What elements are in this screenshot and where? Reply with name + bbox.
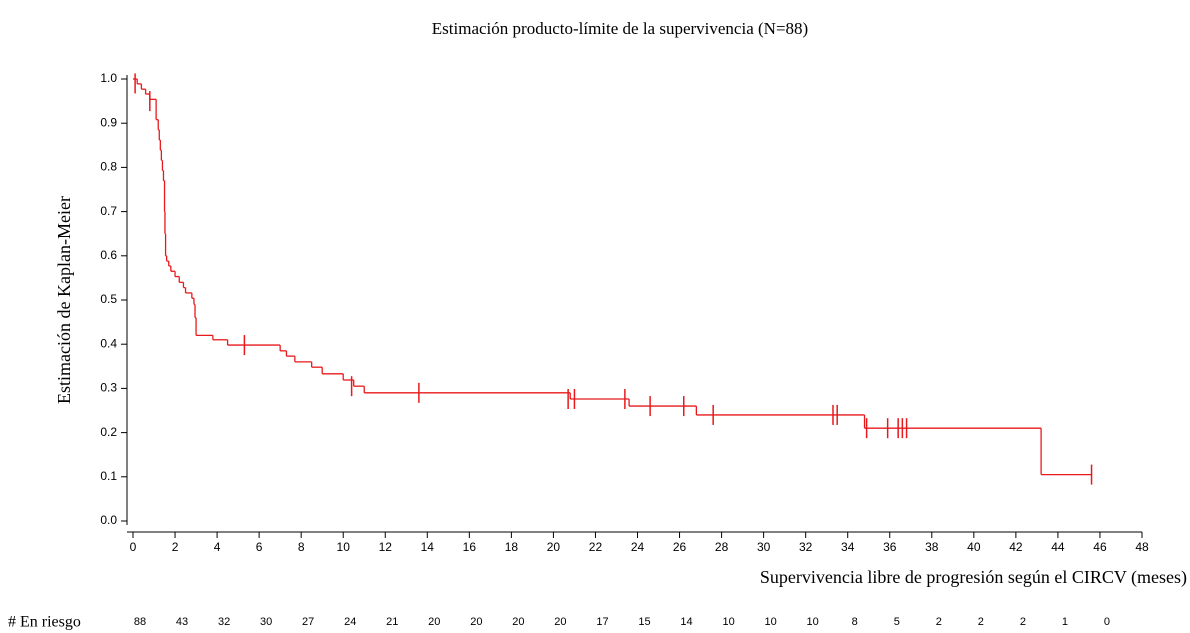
at-risk-count: 20 [428, 616, 440, 628]
at-risk-count: 24 [344, 616, 356, 628]
y-tick-label: 0.0 [100, 513, 117, 527]
at-risk-count: 20 [512, 616, 524, 628]
at-risk-count: 14 [680, 616, 692, 628]
x-tick-label: 46 [1093, 540, 1107, 554]
x-tick-label: 44 [1051, 540, 1065, 554]
x-tick-label: 8 [298, 540, 305, 554]
at-risk-count: 8 [852, 616, 858, 628]
at-risk-count: 15 [638, 616, 650, 628]
at-risk-count: 27 [302, 616, 314, 628]
at-risk-count: 0 [1104, 616, 1110, 628]
at-risk-count: 10 [807, 616, 819, 628]
x-tick-label: 10 [337, 540, 351, 554]
at-risk-count: 10 [722, 616, 734, 628]
at-risk-count: 20 [554, 616, 566, 628]
x-tick-label: 48 [1135, 540, 1149, 554]
x-tick-label: 12 [379, 540, 393, 554]
at-risk-count: 30 [260, 616, 272, 628]
at-risk-count: 32 [218, 616, 230, 628]
x-tick-label: 40 [967, 540, 981, 554]
y-tick-label: 0.8 [100, 160, 117, 174]
x-tick-label: 22 [589, 540, 603, 554]
y-tick-label: 0.4 [100, 336, 117, 350]
y-tick-label: 0.7 [100, 204, 117, 218]
y-axis-label: Estimación de Kaplan-Meier [54, 196, 74, 404]
x-tick-label: 28 [715, 540, 729, 554]
x-tick-label: 2 [172, 540, 179, 554]
x-tick-label: 26 [673, 540, 687, 554]
at-risk-count: 2 [936, 616, 942, 628]
x-tick-label: 24 [631, 540, 645, 554]
x-tick-label: 30 [757, 540, 771, 554]
x-tick-label: 16 [463, 540, 477, 554]
at-risk-count: 10 [765, 616, 777, 628]
x-tick-label: 6 [256, 540, 263, 554]
y-tick-label: 0.9 [100, 115, 117, 129]
y-tick-label: 0.3 [100, 381, 117, 395]
at-risk-count: 17 [596, 616, 608, 628]
x-tick-label: 20 [547, 540, 561, 554]
at-risk-count: 20 [470, 616, 482, 628]
y-tick-label: 0.2 [100, 425, 117, 439]
at-risk-count: 5 [894, 616, 900, 628]
at-risk-count: 43 [176, 616, 188, 628]
at-risk-count: 2 [978, 616, 984, 628]
at-risk-count: 88 [134, 616, 146, 628]
x-tick-label: 18 [505, 540, 519, 554]
x-tick-label: 14 [421, 540, 435, 554]
at-risk-count: 21 [386, 616, 398, 628]
chart-title: Estimación producto-límite de la supervi… [432, 19, 808, 38]
y-tick-label: 0.1 [100, 469, 117, 483]
y-tick-label: 0.5 [100, 292, 117, 306]
x-tick-label: 36 [883, 540, 897, 554]
x-tick-label: 42 [1009, 540, 1023, 554]
at-risk-count: 2 [1020, 616, 1026, 628]
x-tick-label: 32 [799, 540, 813, 554]
y-tick-label: 0.6 [100, 248, 117, 262]
x-tick-label: 34 [841, 540, 855, 554]
x-tick-label: 0 [130, 540, 137, 554]
at-risk-label: # En riesgo [8, 614, 81, 631]
x-tick-label: 38 [925, 540, 939, 554]
y-tick-label: 1.0 [100, 71, 117, 85]
at-risk-count: 1 [1062, 616, 1068, 628]
x-tick-label: 4 [214, 540, 221, 554]
x-axis-label: Supervivencia libre de progresión según … [760, 567, 1187, 588]
